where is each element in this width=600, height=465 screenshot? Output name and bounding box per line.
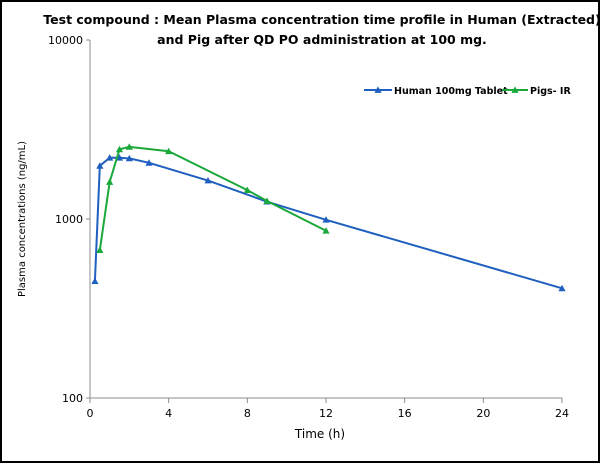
y-tick-label: 10000 (48, 34, 83, 47)
x-tick-label: 12 (319, 407, 333, 420)
legend-label-human: Human 100mg Tablet (394, 86, 508, 97)
data-point-marker (145, 159, 153, 166)
data-point-marker (115, 145, 124, 153)
series-line (98, 145, 327, 251)
data-point-marker (204, 176, 212, 184)
x-tick-label: 16 (398, 407, 412, 420)
legend-label-pigs: Pigs- IR (530, 86, 571, 97)
data-point-marker (106, 154, 114, 161)
data-point-marker (96, 246, 104, 254)
data-point-marker (96, 162, 104, 169)
x-axis-label: Time (h) (294, 427, 345, 441)
data-point-marker (263, 197, 271, 204)
data-point-marker (322, 216, 330, 223)
chart-title-line-1: Test compound : Mean Plasma concentratio… (43, 12, 600, 27)
x-tick-label: 4 (165, 407, 172, 420)
data-point-marker (125, 154, 133, 162)
y-ticks: 100 1000 10000 (48, 34, 90, 405)
data-point-marker (243, 186, 251, 193)
data-point-marker (165, 147, 173, 155)
data-point-marker (91, 277, 99, 284)
legend-marker-pigs (511, 86, 519, 93)
chart-title-line-2: and Pig after QD PO administration at 10… (157, 32, 487, 47)
x-tick-label: 0 (87, 407, 94, 420)
x-ticks: 0 4 8 12 16 20 24 (87, 398, 569, 420)
data-point-marker (115, 154, 124, 161)
series-0 (91, 154, 566, 292)
x-tick-label: 24 (555, 407, 569, 420)
series-line (93, 156, 563, 290)
data-point-marker (106, 178, 114, 185)
y-tick-label: 1000 (55, 213, 83, 226)
series-1 (96, 143, 330, 254)
legend: Human 100mg Tablet Pigs- IR (364, 86, 571, 97)
data-point-marker (125, 143, 133, 150)
data-point-marker (558, 284, 566, 292)
y-axis-label: Plasma concentrations (ng/mL) (17, 141, 28, 297)
y-tick-label: 100 (62, 392, 83, 405)
x-tick-label: 8 (244, 407, 251, 420)
series-layer (91, 143, 566, 292)
x-tick-label: 20 (476, 407, 490, 420)
legend-marker-human (374, 86, 382, 93)
data-point-marker (322, 227, 330, 234)
